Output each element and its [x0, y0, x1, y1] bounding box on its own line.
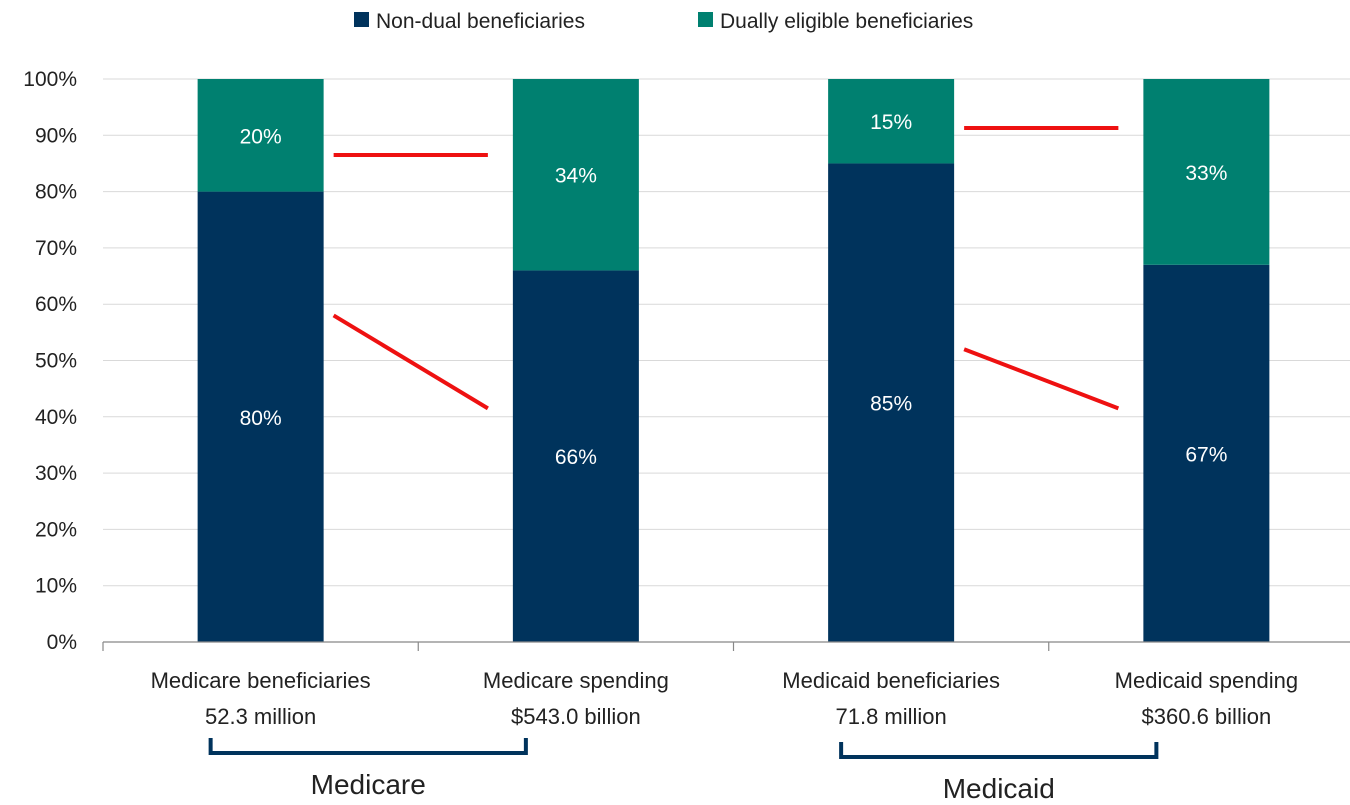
- bar-segment-non-dual: [828, 163, 955, 642]
- bar-segment-dually-eligible: [828, 79, 955, 164]
- legend-swatch: [354, 12, 369, 27]
- bar-segment-dually-eligible: [197, 79, 324, 192]
- data-label: 67%: [1185, 443, 1227, 466]
- y-tick-label: 100%: [23, 68, 77, 91]
- y-tick-label: 0%: [47, 631, 77, 654]
- data-label: 66%: [555, 446, 597, 469]
- x-tick-label: Medicare spending: [483, 668, 669, 693]
- data-label: 20%: [240, 125, 282, 148]
- y-tick-label: 10%: [35, 575, 77, 598]
- bar-segment-non-dual: [1143, 264, 1270, 642]
- y-tick-label: 70%: [35, 237, 77, 260]
- legend: Non-dual beneficiaries Dually eligible be…: [354, 10, 973, 33]
- group-label: Medicaid: [943, 773, 1055, 804]
- x-tick-label: Medicare beneficiaries: [151, 668, 371, 693]
- y-axis: 0% 10% 20% 30% 40% 50% 60% 70% 80% 90% 100%: [23, 68, 77, 654]
- data-label: 33%: [1185, 162, 1227, 185]
- bar-segment-dually-eligible: [1143, 79, 1270, 265]
- bar-segment-non-dual: [512, 270, 639, 642]
- x-axis: Medicare beneficiaries 52.3 million Medica…: [102, 641, 1350, 729]
- y-tick-label: 80%: [35, 181, 77, 204]
- x-tick-label-sub: $543.0 billion: [511, 704, 641, 729]
- legend-label: Non-dual beneficiaries: [376, 10, 585, 33]
- category-groups: Medicare Medicaid: [208, 738, 1159, 804]
- x-tick-label: Medicaid beneficiaries: [782, 668, 1000, 693]
- group-bracket: [839, 742, 1159, 759]
- legend-swatch: [698, 12, 713, 27]
- legend-label: Dually eligible beneficiaries: [720, 10, 973, 33]
- bar-segment-dually-eligible: [512, 79, 639, 271]
- data-label: 34%: [555, 165, 597, 188]
- annotation-line: [332, 313, 489, 411]
- annotation-lines: [332, 125, 1120, 411]
- bars: 80% 20% 66% 34% 85% 15% 67% 33%: [197, 79, 1270, 642]
- y-tick-label: 90%: [35, 124, 77, 147]
- x-tick-label-sub: 71.8 million: [835, 704, 946, 729]
- group-label: Medicare: [311, 769, 426, 800]
- annotation-line: [963, 347, 1120, 411]
- y-tick-label: 60%: [35, 293, 77, 316]
- y-tick-label: 40%: [35, 406, 77, 429]
- group-bracket: [208, 738, 528, 755]
- bar-segment-non-dual: [197, 191, 324, 642]
- x-tick-label-sub: $360.6 billion: [1142, 704, 1272, 729]
- data-label: 15%: [870, 111, 912, 134]
- y-tick-label: 20%: [35, 518, 77, 541]
- data-label: 80%: [240, 407, 282, 430]
- y-tick-label: 50%: [35, 350, 77, 373]
- data-label: 85%: [870, 393, 912, 416]
- y-tick-label: 30%: [35, 462, 77, 485]
- x-tick-label: Medicaid spending: [1115, 668, 1298, 693]
- x-tick-label-sub: 52.3 million: [205, 704, 316, 729]
